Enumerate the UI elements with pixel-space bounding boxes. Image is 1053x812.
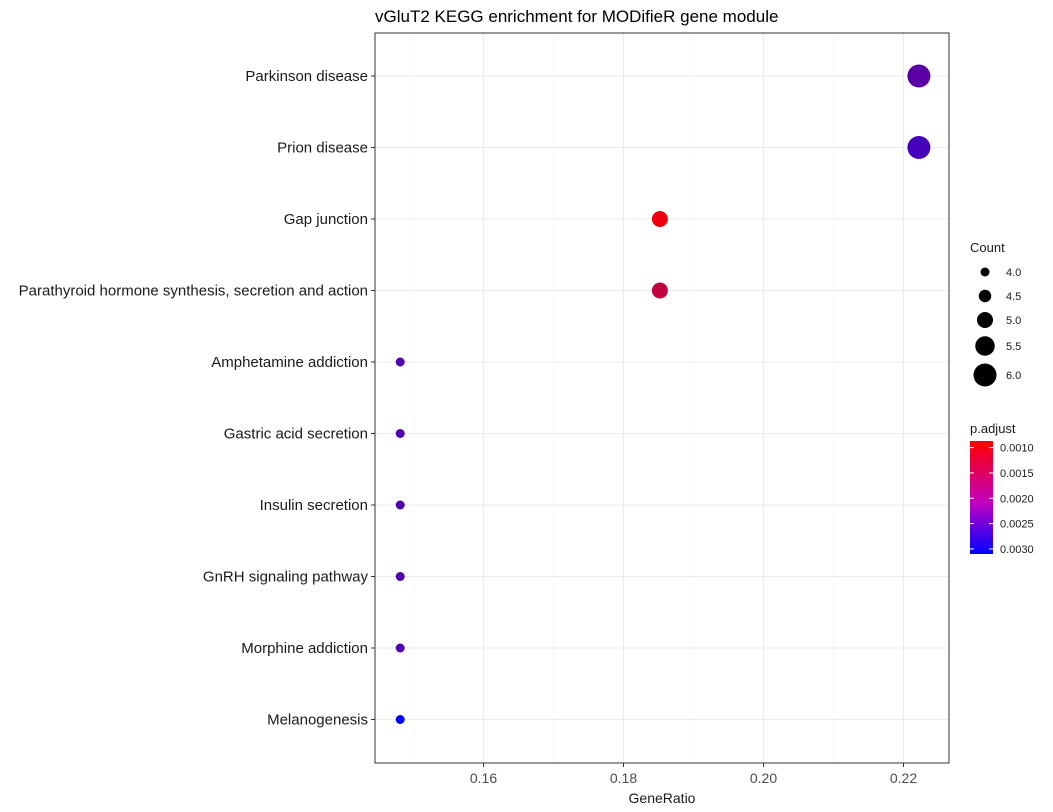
count-legend-key xyxy=(973,363,997,387)
x-tick-label: 0.20 xyxy=(750,770,777,786)
data-point xyxy=(395,643,405,653)
data-point xyxy=(651,211,668,227)
p-adjust-legend-label: 0.0010 xyxy=(1000,443,1034,455)
y-tick-label: GnRH signaling pathway xyxy=(203,569,369,586)
plot-panel-border xyxy=(374,32,950,764)
y-tick-label: Amphetamine addiction xyxy=(211,354,368,371)
count-legend-title: Count xyxy=(970,240,1005,255)
chart-title: vGluT2 KEGG enrichment for MODifieR gene… xyxy=(375,7,778,26)
p-adjust-legend-title: p.adjust xyxy=(970,421,1016,436)
data-point xyxy=(395,572,405,581)
x-axis-ticks: 0.16 0.18 0.20 0.22 xyxy=(470,763,917,786)
data-point xyxy=(907,136,931,159)
x-tick-label: 0.18 xyxy=(610,770,637,786)
y-tick-label: Gap junction xyxy=(284,211,368,228)
count-legend-label: 4.5 xyxy=(1006,291,1021,303)
y-tick-label: Parkinson disease xyxy=(245,68,368,85)
count-legend-key xyxy=(980,267,990,277)
data-points xyxy=(395,64,931,724)
y-tick-label: Morphine addiction xyxy=(241,640,368,657)
data-point xyxy=(395,357,405,367)
count-legend: Count 4.0 4.5 5.0 5.5 6.0 xyxy=(970,240,1021,387)
data-point xyxy=(907,64,931,88)
p-adjust-colorbar xyxy=(970,441,993,554)
count-legend-key xyxy=(978,289,992,303)
y-tick-label: Gastric acid secretion xyxy=(224,426,368,443)
data-point xyxy=(651,282,668,299)
y-tick-label: Melanogenesis xyxy=(267,712,368,729)
x-tick-label: 0.22 xyxy=(890,770,917,786)
p-adjust-legend-label: 0.0025 xyxy=(1000,519,1034,531)
x-axis-title: GeneRatio xyxy=(629,790,696,806)
p-adjust-legend-label: 0.0015 xyxy=(1000,468,1034,480)
count-legend-label: 5.5 xyxy=(1006,341,1021,353)
y-tick-label: Insulin secretion xyxy=(260,497,368,514)
data-point xyxy=(395,500,405,510)
grid-lines xyxy=(375,33,949,763)
data-point xyxy=(395,429,405,438)
count-legend-key xyxy=(975,336,995,356)
y-axis-labels: Parkinson disease Prion disease Gap juncti… xyxy=(19,68,375,729)
count-legend-label: 4.0 xyxy=(1006,267,1021,279)
plot-panel xyxy=(375,33,949,763)
x-tick-label: 0.16 xyxy=(470,770,497,786)
p-adjust-legend: p.adjust 0.0010 0.0015 0.0020 0.0025 0.0030 xyxy=(970,421,1034,556)
y-tick-label: Parathyroid hormone synthesis, secretion… xyxy=(19,283,368,300)
data-point xyxy=(395,715,405,724)
count-legend-label: 5.0 xyxy=(1006,315,1021,327)
p-adjust-legend-label: 0.0030 xyxy=(1000,544,1034,556)
p-adjust-legend-label: 0.0020 xyxy=(1000,493,1034,505)
y-tick-label: Prion disease xyxy=(277,140,368,157)
count-legend-key xyxy=(977,312,993,328)
count-legend-label: 6.0 xyxy=(1006,370,1021,382)
